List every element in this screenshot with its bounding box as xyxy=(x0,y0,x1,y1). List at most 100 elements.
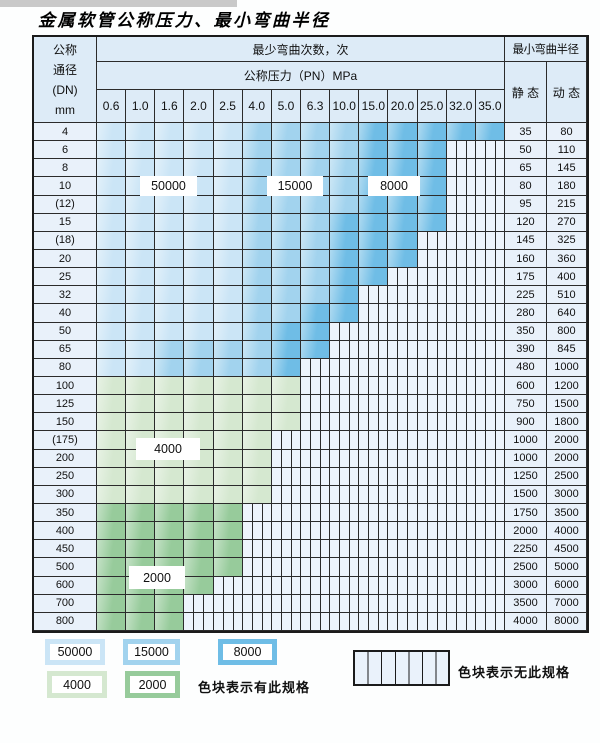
spec-zone-cell xyxy=(213,431,243,450)
spec-zone-cell xyxy=(97,449,127,468)
no-spec-cell xyxy=(359,286,389,305)
spec-zone-cell xyxy=(155,268,185,287)
spec-zone-cell xyxy=(242,322,272,341)
dynamic-radius-cell: 4000 xyxy=(546,522,587,541)
dynamic-radius-cell: 6000 xyxy=(546,576,587,595)
no-spec-cell xyxy=(300,594,331,613)
spec-zone-cell xyxy=(330,304,360,323)
spec-table-grid: 公称 通径 (DN) mm 最少弯曲次数，次 最小弯曲半径 公称压力（PN）MP… xyxy=(32,35,589,633)
no-spec-cell xyxy=(388,576,418,595)
dn-cell: 800 xyxy=(34,612,97,631)
no-spec-cell xyxy=(446,413,476,432)
static-radius-cell: 2500 xyxy=(504,558,547,577)
legend-swatch-label: 2000 xyxy=(130,676,175,693)
dynamic-radius-cell: 110 xyxy=(546,141,587,160)
no-spec-cell xyxy=(475,286,505,305)
spec-zone-cell xyxy=(126,376,156,396)
no-spec-cell xyxy=(417,358,447,377)
dynamic-radius-cell: 180 xyxy=(546,177,587,196)
spec-zone-cell xyxy=(271,195,301,214)
spec-zone-cell xyxy=(271,141,301,160)
no-spec-cell xyxy=(300,558,331,577)
spec-zone-cell xyxy=(155,358,185,377)
spec-zone-cell xyxy=(97,286,127,305)
no-spec-cell xyxy=(300,376,331,396)
dn-cell: 80 xyxy=(34,358,97,377)
dn-header-line: mm xyxy=(55,102,75,117)
dn-cell: (12) xyxy=(34,195,97,214)
nominal-pressure-header: 公称压力（PN）MPa xyxy=(97,62,505,90)
spec-zone-cell xyxy=(97,376,127,396)
spec-zone-cell xyxy=(330,249,360,269)
no-spec-cell xyxy=(271,503,301,523)
zone-label-8000: 8000 xyxy=(368,176,420,196)
spec-zone-cell xyxy=(97,268,127,287)
no-spec-cell xyxy=(300,540,331,559)
no-spec-cell xyxy=(475,540,505,559)
spec-zone-cell xyxy=(97,213,127,232)
bend-cycles-header: 最少弯曲次数，次 xyxy=(97,37,505,62)
no-spec-cell xyxy=(475,213,505,232)
dn-cell: 100 xyxy=(34,376,97,396)
spec-zone-cell xyxy=(184,304,214,323)
spec-zone-cell xyxy=(271,231,301,250)
no-spec-cell xyxy=(417,413,447,432)
no-spec-cell xyxy=(446,522,476,541)
spec-zone-cell xyxy=(155,467,185,486)
static-radius-cell: 65 xyxy=(504,159,547,178)
no-spec-cell xyxy=(417,449,447,468)
no-spec-cell xyxy=(388,395,418,414)
spec-zone-cell xyxy=(330,141,360,160)
no-spec-cell xyxy=(446,558,476,577)
legend-swatch-2000: 2000 xyxy=(125,671,180,698)
static-radius-cell: 95 xyxy=(504,195,547,214)
dn-header-line: 通径 xyxy=(52,62,77,77)
static-radius-cell: 750 xyxy=(504,395,547,414)
no-spec-cell xyxy=(300,522,331,541)
min-bend-radius-header: 最小弯曲半径 xyxy=(504,37,587,62)
spec-zone-cell xyxy=(155,413,185,432)
dn-cell: 400 xyxy=(34,522,97,541)
no-spec-cell xyxy=(446,431,476,450)
no-spec-cell xyxy=(446,213,476,232)
no-spec-cell xyxy=(446,395,476,414)
spec-zone-cell xyxy=(242,249,272,269)
legend-swatch-50000: 50000 xyxy=(45,639,105,665)
no-spec-cell xyxy=(300,503,331,523)
no-spec-cell xyxy=(300,431,331,450)
no-spec-cell xyxy=(242,522,272,541)
static-radius-cell: 175 xyxy=(504,268,547,287)
spec-zone-cell xyxy=(242,340,272,359)
spec-zone-cell xyxy=(213,413,243,432)
spec-zone-cell xyxy=(155,594,185,613)
dynamic-radius-cell: 1200 xyxy=(546,376,587,396)
spec-zone-cell xyxy=(126,503,156,523)
no-spec-cell xyxy=(359,449,389,468)
legend-has-spec-text: 色块表示有此规格 xyxy=(198,680,311,695)
no-spec-cell xyxy=(417,594,447,613)
dn-cell: 8 xyxy=(34,159,97,178)
legend: 50000 15000 8000 4000 2000 色块表示有此规格 色块表示… xyxy=(0,630,600,743)
spec-zone-cell xyxy=(417,213,447,232)
no-spec-cell xyxy=(446,322,476,341)
no-spec-cell xyxy=(359,322,389,341)
no-spec-cell xyxy=(417,612,447,631)
dn-cell: 25 xyxy=(34,268,97,287)
spec-zone-cell xyxy=(242,268,272,287)
no-spec-cell xyxy=(300,395,331,414)
dynamic-radius-cell: 7000 xyxy=(546,594,587,613)
no-spec-cell xyxy=(388,322,418,341)
spec-zone-cell xyxy=(184,358,214,377)
no-spec-cell xyxy=(359,304,389,323)
dynamic-radius-cell: 270 xyxy=(546,213,587,232)
spec-zone-cell xyxy=(330,231,360,250)
dn-cell: 600 xyxy=(34,576,97,595)
no-spec-cell xyxy=(475,159,505,178)
spec-zone-cell xyxy=(271,213,301,232)
no-spec-cell xyxy=(271,612,301,631)
no-spec-cell xyxy=(388,540,418,559)
no-spec-cell xyxy=(388,358,418,377)
spec-zone-cell xyxy=(155,340,185,359)
spec-zone-cell xyxy=(97,431,127,450)
spec-zone-cell xyxy=(242,395,272,414)
